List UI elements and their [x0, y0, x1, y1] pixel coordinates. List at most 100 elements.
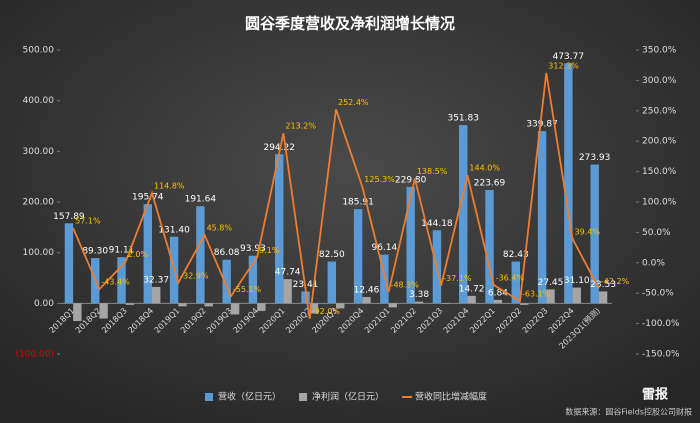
bar [327, 261, 336, 304]
bar [388, 303, 397, 308]
data-label: 138.5% [417, 167, 448, 176]
y2-tick-label: -150.0% [642, 350, 680, 360]
data-label: -92.0% [312, 307, 341, 316]
data-label: 131.40 [158, 225, 190, 235]
y2-tick-label: 350.0% [642, 46, 677, 56]
bar [546, 289, 555, 304]
bar [196, 206, 205, 304]
bar [414, 301, 424, 304]
data-label: 45.8% [207, 223, 233, 232]
bar [520, 303, 529, 305]
bar [248, 255, 258, 304]
bar [125, 303, 135, 305]
bar [459, 125, 468, 304]
bar [99, 303, 108, 319]
data-label: 27.45 [538, 278, 564, 288]
bar [64, 223, 74, 304]
data-label: 96.14 [371, 243, 397, 253]
data-label: 86.08 [214, 248, 240, 258]
data-label: 114.8% [154, 182, 185, 191]
chart-title: 圆谷季度营收及净利润增长情况 [245, 15, 455, 33]
bar [441, 303, 450, 304]
bar [511, 261, 520, 304]
data-label: 213.2% [285, 122, 316, 131]
data-label: 351.83 [447, 114, 479, 124]
data-label: -32.9% [180, 271, 209, 280]
bar [598, 291, 608, 304]
legend-label: 净利润（亿日元） [312, 391, 384, 403]
data-label: 312.3% [548, 61, 579, 70]
data-label: -43.4% [101, 278, 130, 287]
data-label: -55.1% [233, 285, 262, 294]
data-label: 6.84 [488, 288, 508, 298]
bar [590, 164, 599, 304]
bar [336, 303, 345, 309]
data-label: 191.64 [185, 195, 217, 205]
bar [143, 204, 152, 304]
data-label: 185.91 [342, 198, 374, 208]
data-label: 14.72 [459, 284, 485, 294]
legend-label: 营收同比增减幅度 [415, 391, 487, 403]
bar [222, 259, 231, 304]
data-label: 89.30 [82, 247, 108, 257]
data-label: 82.50 [319, 250, 345, 260]
data-label: 125.3% [364, 175, 395, 184]
legend-label: 营收（亿日元） [218, 391, 281, 403]
bar [152, 286, 161, 304]
data-label: 473.77 [553, 52, 585, 62]
line [72, 72, 600, 319]
data-label: -63.1% [522, 290, 551, 299]
bar [275, 154, 284, 304]
bar [230, 303, 240, 315]
data-label: 57.1% [75, 217, 101, 226]
data-label: 294.22 [263, 143, 295, 153]
data-label: 339.87 [526, 120, 558, 130]
data-label: 12.46 [354, 286, 380, 296]
y-tick-label: 400.00 [23, 96, 55, 106]
bar [309, 303, 319, 314]
y-tick-label: 200.00 [23, 198, 55, 208]
y-tick-label: (100.00) [15, 350, 54, 360]
data-label: 273.93 [579, 153, 611, 163]
data-label: -36.4% [496, 273, 525, 282]
y2-tick-label: -100.0% [642, 319, 680, 329]
data-label: 47.74 [275, 268, 301, 278]
bar [204, 303, 213, 307]
y2-tick-label: -50.0% [642, 289, 674, 299]
bar [406, 186, 415, 304]
data-label: -37.1% [443, 274, 472, 283]
y2-tick-label: 300.0% [642, 76, 677, 86]
bar [257, 303, 266, 311]
brand: 雷报 [642, 387, 669, 403]
data-label: 39.4% [575, 227, 601, 236]
data-label: 252.4% [338, 98, 369, 107]
data-label: 32.37 [143, 275, 169, 285]
bar [564, 63, 573, 304]
data-label: -48.3% [391, 281, 420, 290]
bar [73, 303, 82, 322]
data-label: 229.80 [395, 175, 427, 185]
data-label: 195.74 [132, 193, 164, 203]
y2-tick-label: 200.0% [642, 137, 677, 147]
data-label: 223.69 [474, 178, 506, 188]
data-label: 31.10 [564, 276, 590, 286]
bar [117, 257, 126, 304]
y2-tick-label: 0.0% [642, 258, 665, 268]
bar [301, 291, 310, 304]
data-label: 9.1% [259, 246, 280, 255]
bar [353, 209, 363, 304]
y2-tick-label: 250.0% [642, 106, 677, 116]
legend-swatch [299, 393, 308, 401]
bar [283, 279, 292, 304]
y-tick-label: 100.00 [23, 248, 55, 258]
y-tick-label: 0.00 [34, 299, 54, 309]
data-label: -42.2% [601, 277, 630, 286]
y-tick-label: 500.00 [23, 46, 55, 56]
data-label: 23.53 [590, 280, 616, 290]
y2-tick-label: 150.0% [642, 167, 677, 177]
data-label: 93.93 [240, 244, 266, 254]
bar [493, 299, 503, 304]
bar [467, 295, 476, 304]
y-tick-label: 300.00 [23, 147, 55, 157]
